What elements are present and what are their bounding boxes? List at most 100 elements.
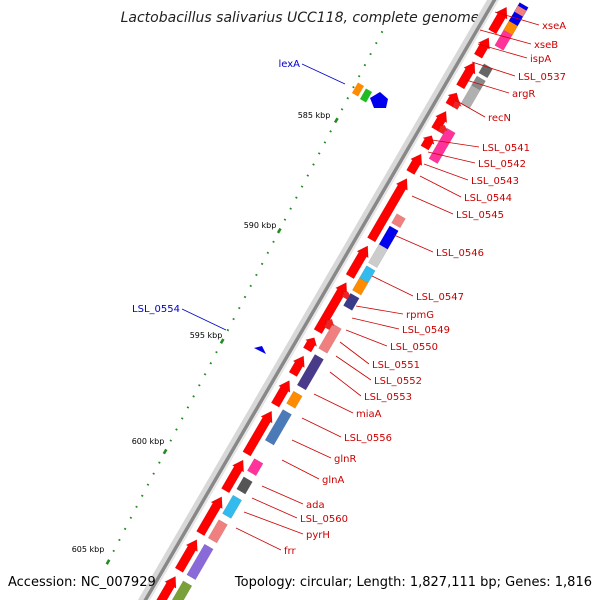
cds-arrow [406, 153, 423, 176]
gene-block [264, 409, 292, 446]
ruler-tick [260, 262, 264, 266]
gene-label-glnR: glnR [334, 454, 356, 465]
ruler-tick [180, 417, 184, 420]
ruler-tick [255, 273, 258, 277]
label-leader [301, 63, 346, 85]
ruler-tick [152, 472, 155, 475]
ruler-label: 585 kbp [298, 111, 331, 120]
gene-label-LSL_0542: LSL_0542 [478, 159, 526, 170]
gene-block [359, 265, 376, 284]
label-leader [281, 459, 320, 480]
ruler-tick [209, 362, 213, 365]
label-leader [419, 175, 462, 198]
label-leader [291, 439, 332, 459]
gene-block [471, 75, 486, 91]
ruler-tick [306, 174, 310, 177]
ruler-tick [219, 338, 225, 344]
gene-block [368, 243, 389, 268]
label-leader [351, 317, 400, 330]
ruler-tick [249, 284, 252, 288]
ruler-ticks: 585 kbp 590 kbp 595 kbp 600 kbp 605 kbp [72, 30, 384, 565]
ruler-tick [375, 41, 378, 45]
cds-arrow [456, 61, 476, 90]
ruler-tick [329, 130, 332, 133]
ruler-tick [346, 97, 350, 100]
gene-label-xseA: xseA [542, 21, 566, 32]
gene-block [343, 292, 360, 311]
lexA-arrow [370, 92, 388, 108]
small-arrow [437, 124, 448, 135]
ruler-tick [352, 86, 355, 89]
ruler-tick [272, 240, 275, 243]
gene-label-LSL_0550: LSL_0550 [390, 342, 438, 353]
reverse-block-orange [351, 82, 365, 97]
ruler-tick [198, 384, 201, 387]
label-leader [371, 275, 414, 297]
gene-block [378, 225, 399, 250]
gene-label-LSL_0541: LSL_0541 [482, 143, 530, 154]
ruler-tick [289, 207, 292, 210]
ruler-label: 605 kbp [72, 545, 105, 554]
ruler-tick [215, 351, 218, 354]
label-leader [339, 341, 370, 365]
ruler-tick [135, 505, 138, 508]
label-leader [355, 305, 404, 315]
ruler-tick [357, 74, 361, 78]
gene-label-LSL_0552: LSL_0552 [374, 376, 422, 387]
label-leader [301, 417, 342, 438]
ruler-tick [276, 227, 282, 234]
label-leader [465, 79, 510, 94]
small-arrow [323, 318, 335, 331]
cds-arrow [174, 539, 198, 573]
label-leader [479, 29, 532, 45]
cds-arrow [221, 459, 244, 494]
ruler-tick [123, 527, 127, 531]
ruler-tick [105, 559, 111, 565]
cds-arrow [445, 92, 460, 108]
gene-label-ada: ada [306, 500, 325, 511]
gene-block [286, 390, 303, 409]
label-leader [431, 139, 480, 148]
label-leader [423, 163, 469, 181]
ruler-tick [380, 30, 384, 34]
gene-label-ispA: ispA [530, 54, 551, 65]
gene-label-pyrH: pyrH [306, 530, 330, 541]
gene-label-LSL_0545: LSL_0545 [456, 210, 504, 221]
cds-arrow [420, 135, 435, 151]
gene-block [207, 519, 228, 544]
ruler-tick [158, 461, 161, 464]
label-leader [235, 527, 282, 551]
gene-label-glnA: glnA [322, 475, 344, 486]
ruler-tick [300, 185, 304, 188]
cds-arrow [156, 575, 177, 600]
ruler-tick [312, 163, 315, 166]
gene-block [428, 127, 456, 164]
gene-block [351, 277, 369, 296]
gene-label-frr: frr [284, 546, 296, 557]
small-arrow [451, 100, 462, 110]
ruler-tick [140, 494, 144, 497]
label-leader [345, 329, 388, 347]
ruler-tick [203, 373, 207, 376]
cds-arrow [367, 178, 408, 243]
reverse-block-green [359, 88, 373, 103]
gene-block [246, 458, 264, 477]
small-arrow [341, 291, 352, 300]
backbone-line [143, 0, 497, 600]
ruler-tick [333, 117, 339, 124]
ruler-tick [363, 63, 367, 67]
gene-label-LSL_0556: LSL_0556 [344, 433, 392, 444]
cds-arrow [345, 245, 369, 280]
ruler-tick [192, 395, 195, 398]
gene-block [391, 213, 406, 229]
lsl0554-arrow [254, 346, 266, 354]
gene-label-LSL_0549: LSL_0549 [402, 325, 450, 336]
ruler-label: 590 kbp [244, 221, 277, 230]
gene-label-argR: argR [512, 89, 535, 100]
label-leader [329, 371, 362, 397]
topology-text: Topology: circular; Length: 1,827,111 bp… [234, 575, 592, 590]
label-leader-lines [181, 11, 540, 551]
cds-arrow [431, 110, 448, 133]
label-leader [251, 497, 298, 519]
gene-block [222, 494, 243, 519]
